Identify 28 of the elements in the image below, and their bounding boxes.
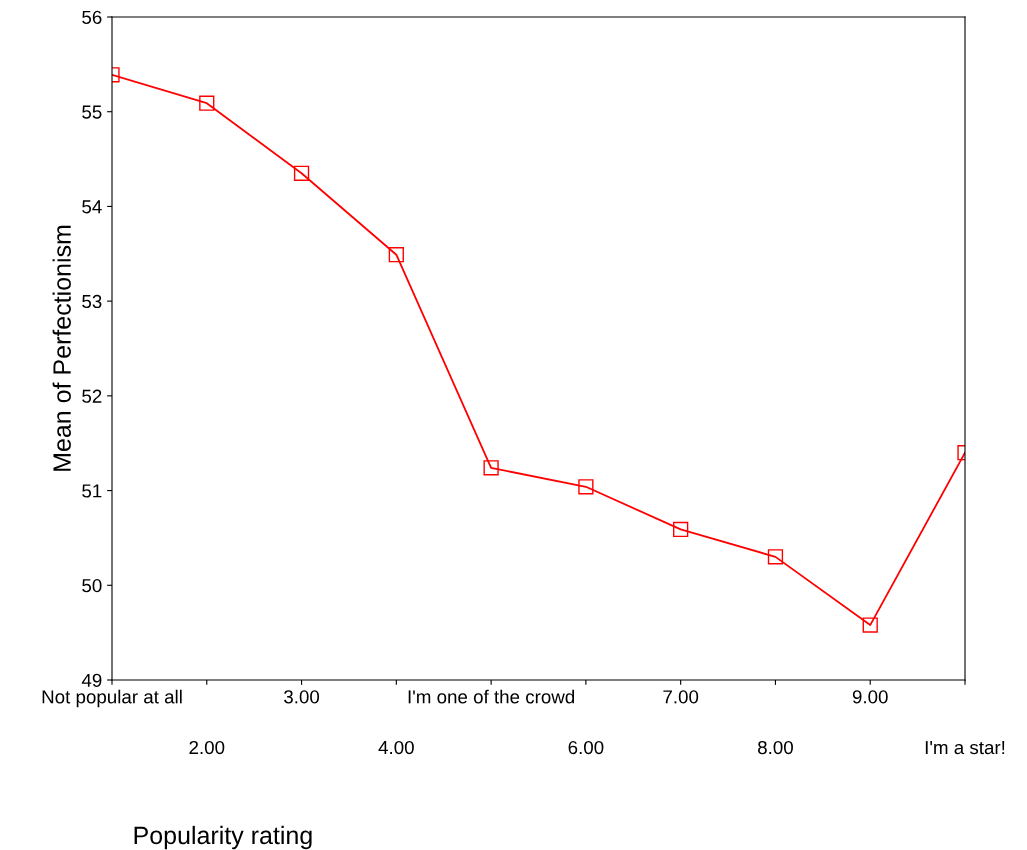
y-tick-label: 53 [82, 294, 102, 309]
point [483, 460, 499, 476]
x-tick-label: 6.00 [568, 740, 604, 755]
y-tick-label: 54 [82, 200, 102, 214]
y-axis-title: Mean of Perfectionism [52, 225, 71, 471]
x-tick-label: 7.00 [663, 690, 699, 704]
point [767, 549, 784, 565]
point [578, 479, 594, 495]
x-tick-label: I'm one of the crowd [408, 689, 575, 704]
y-tick-label: 51 [82, 484, 102, 498]
x-tick-label: 3.00 [284, 690, 320, 704]
x-axis-title: Popularity rating [134, 825, 312, 850]
point [388, 247, 404, 263]
x-tick-label: 4.00 [378, 740, 414, 755]
y-tick-label: 50 [82, 578, 102, 593]
x-tick-label: 9.00 [852, 690, 888, 704]
point [199, 95, 215, 111]
x-tick-label: Not popular at all [42, 689, 182, 708]
x-tick-label: 2.00 [189, 740, 225, 755]
y-tick-label: 55 [82, 105, 102, 119]
x-tick-label: I'm a star! [925, 741, 1005, 755]
y-tick-label: 52 [82, 389, 102, 403]
point [673, 521, 689, 538]
x-tick-label: 8.00 [758, 740, 793, 755]
point [293, 165, 310, 181]
point [862, 617, 878, 633]
y-tick-label: 49 [81, 673, 102, 687]
y-tick-label: 56 [82, 10, 102, 24]
